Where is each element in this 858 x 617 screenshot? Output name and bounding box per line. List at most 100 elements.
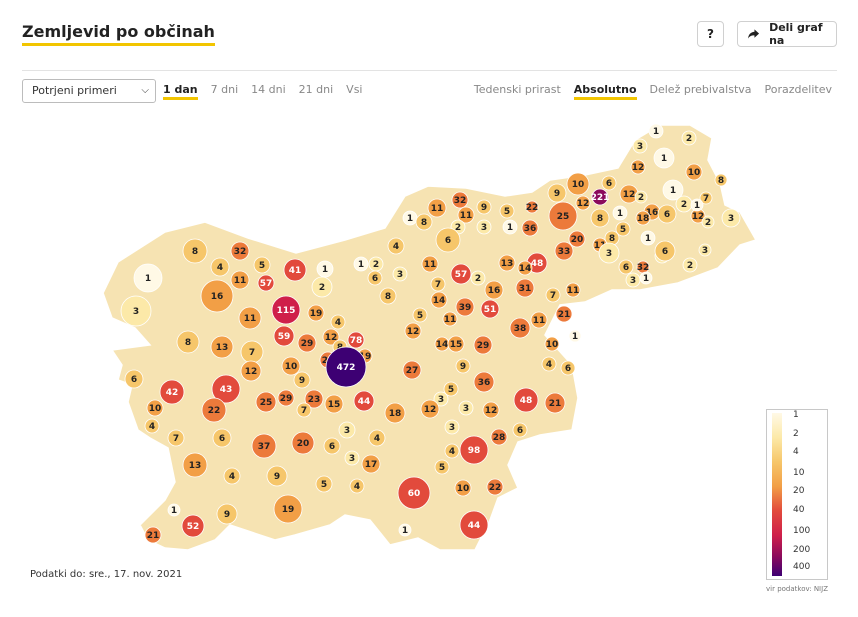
municipality-area[interactable]	[447, 335, 465, 353]
municipality-area[interactable]	[601, 175, 617, 191]
municipality-area[interactable]	[210, 257, 230, 277]
municipality-area[interactable]	[212, 428, 232, 448]
municipality-area[interactable]	[450, 263, 472, 285]
municipality-area[interactable]	[344, 450, 360, 466]
municipality-area[interactable]	[296, 402, 312, 418]
municipality-area[interactable]	[182, 238, 208, 264]
municipality-area[interactable]	[159, 379, 185, 405]
municipality-area[interactable]	[251, 433, 277, 459]
tab-range-3[interactable]: 14 dni	[251, 83, 286, 96]
municipality-area[interactable]	[427, 198, 447, 218]
municipality-area[interactable]	[653, 147, 675, 169]
tab-mode-3[interactable]: Delež prebivalstva	[649, 83, 752, 96]
municipality-area[interactable]	[146, 399, 164, 417]
municipality-area[interactable]	[451, 191, 469, 209]
municipality-area[interactable]	[547, 183, 567, 203]
municipality-area[interactable]	[484, 280, 504, 300]
municipality-area[interactable]	[685, 163, 703, 181]
municipality-area[interactable]	[476, 199, 492, 215]
municipality-area[interactable]	[512, 422, 528, 438]
municipality-area[interactable]	[167, 503, 181, 517]
municipality-area[interactable]	[277, 389, 295, 407]
municipality-area[interactable]	[635, 210, 651, 226]
municipality-area[interactable]	[201, 397, 227, 423]
municipality-area[interactable]	[632, 138, 648, 154]
municipality-area[interactable]	[144, 526, 162, 544]
municipality-area[interactable]	[182, 452, 208, 478]
municipality-area[interactable]	[662, 179, 684, 201]
municipality-area[interactable]	[255, 391, 277, 413]
municipality-area[interactable]	[591, 188, 609, 206]
tab-range-1[interactable]: 1 dan	[163, 83, 198, 100]
municipality-area[interactable]	[347, 331, 365, 349]
municipality-area[interactable]	[513, 387, 539, 413]
municipality-area[interactable]	[181, 514, 205, 538]
municipality-area[interactable]	[443, 381, 459, 397]
municipality-area[interactable]	[238, 306, 262, 330]
municipality-area[interactable]	[541, 356, 557, 372]
municipality-area[interactable]	[598, 242, 620, 264]
municipality-area[interactable]	[480, 299, 500, 319]
municipality-area[interactable]	[459, 435, 489, 465]
municipality-area[interactable]	[322, 328, 340, 346]
municipality-area[interactable]	[476, 219, 492, 235]
municipality-area[interactable]	[470, 270, 486, 286]
help-button[interactable]: ?	[697, 21, 724, 47]
municipality-area[interactable]	[144, 418, 160, 434]
municipality-area[interactable]	[435, 227, 461, 253]
municipality-area[interactable]	[634, 190, 648, 204]
municipality-area[interactable]	[430, 276, 446, 292]
municipality-area[interactable]	[420, 399, 440, 419]
municipality-area[interactable]	[568, 230, 586, 248]
municipality-area[interactable]	[230, 270, 250, 290]
municipality-area[interactable]	[316, 260, 334, 278]
municipality-area[interactable]	[216, 503, 238, 525]
tab-mode-4[interactable]: Porazdelitev	[764, 83, 832, 96]
municipality-area[interactable]	[379, 287, 397, 305]
municipality-area[interactable]	[498, 254, 516, 272]
municipality-area[interactable]	[384, 402, 406, 424]
municipality-area[interactable]	[349, 478, 365, 494]
municipality-area[interactable]	[167, 429, 185, 447]
municipality-area[interactable]	[545, 287, 561, 303]
municipality-area[interactable]	[517, 260, 533, 276]
municipality-area[interactable]	[304, 389, 324, 409]
municipality-area[interactable]	[397, 476, 431, 510]
municipality-area[interactable]	[458, 400, 474, 416]
municipality-area[interactable]	[482, 401, 500, 419]
municipality-area[interactable]	[315, 475, 333, 493]
municipality-area[interactable]	[281, 356, 301, 376]
municipality-area[interactable]	[240, 360, 262, 382]
municipality-area[interactable]	[455, 297, 475, 317]
municipality-area[interactable]	[575, 195, 591, 211]
municipality-area[interactable]	[648, 123, 664, 139]
municipality-area[interactable]	[630, 159, 646, 175]
municipality-area[interactable]	[625, 272, 641, 288]
municipality-area[interactable]	[698, 243, 712, 257]
municipality-area[interactable]	[682, 257, 698, 273]
municipality-area[interactable]	[560, 360, 576, 376]
tab-range-5[interactable]: Vsi	[346, 83, 363, 96]
municipality-area[interactable]	[714, 173, 728, 187]
municipality-area[interactable]	[200, 279, 234, 313]
municipality-area[interactable]	[273, 494, 303, 524]
municipality-area[interactable]	[367, 270, 383, 286]
municipality-area[interactable]	[699, 191, 713, 205]
municipality-area[interactable]	[654, 240, 676, 262]
tab-range-4[interactable]: 21 dni	[298, 83, 334, 96]
municipality-area[interactable]	[657, 204, 677, 224]
municipality-area[interactable]	[293, 371, 311, 389]
municipality-area[interactable]	[297, 333, 317, 353]
municipality-area[interactable]	[353, 390, 375, 412]
municipality-area[interactable]	[444, 443, 460, 459]
municipality-area[interactable]	[330, 314, 346, 330]
municipality-area[interactable]	[544, 336, 560, 352]
municipality-area[interactable]	[404, 322, 422, 340]
municipality-area[interactable]	[486, 478, 504, 496]
municipality-area[interactable]	[402, 360, 422, 380]
municipality-area[interactable]	[618, 259, 634, 275]
municipality-area[interactable]	[515, 278, 535, 298]
tab-mode-2[interactable]: Absolutno	[573, 83, 637, 100]
municipality-area[interactable]	[176, 330, 200, 354]
municipality-area[interactable]	[544, 392, 566, 414]
